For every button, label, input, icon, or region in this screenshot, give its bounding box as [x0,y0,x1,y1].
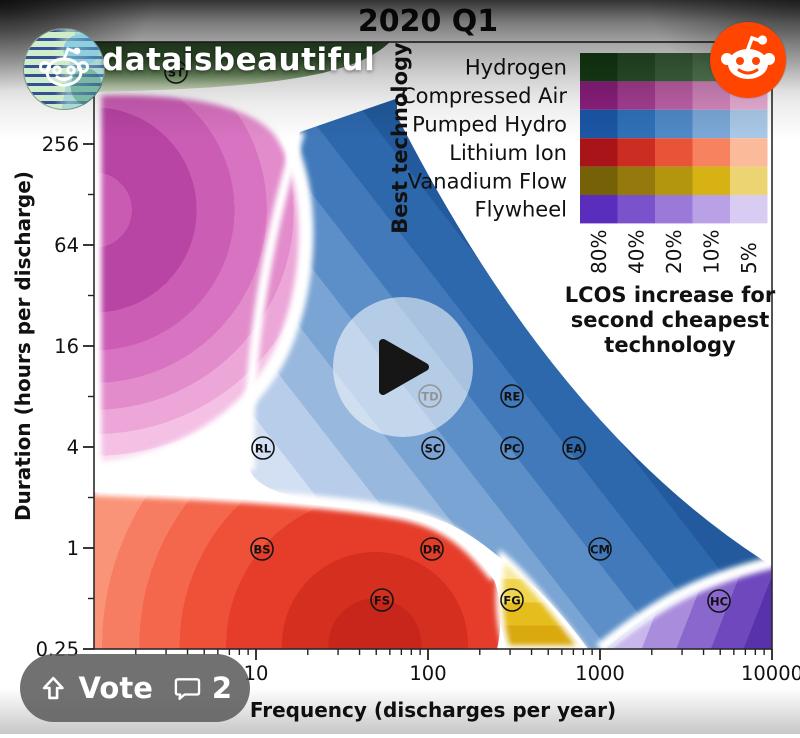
legend-swatch [730,166,768,195]
legend-caption-line1: LCOS increase for [565,283,776,307]
legend-percent-label: 10% [699,230,723,274]
region-lithium-ion [94,492,501,649]
legend-percent-label: 5% [737,242,761,274]
legend-swatch [580,138,618,167]
legend-swatch [580,81,618,110]
legend-percent-label: 80% [587,230,611,274]
data-point-circle [370,588,394,612]
legend-swatch [655,53,693,82]
legend-swatch [617,53,655,82]
data-point-label: FS [374,594,390,608]
y-tick-label: 4 [67,436,79,459]
region-flywheel [608,564,772,649]
data-point-circle [251,436,275,460]
legend-title: Best technology [388,42,412,234]
legend-caption-line2: second cheapest [571,308,770,332]
legend-swatch [692,166,730,195]
legend-swatch [730,138,768,167]
data-point-circle [421,436,445,460]
vote-pill: Vote 2 [20,654,250,722]
legend-swatch [655,195,693,224]
vote-button[interactable]: Vote [78,671,153,705]
play-icon [379,339,429,395]
legend-swatch [655,109,693,139]
data-point-label: EA [566,442,583,456]
y-tick-label: 256 [42,133,79,156]
data-point-label: HC [710,595,728,609]
legend-swatch [655,166,693,195]
data-point-circle [250,537,274,561]
legend-swatch [617,166,655,195]
legend-swatch [692,138,730,167]
data-point-label: RL [255,442,272,456]
legend-row-label: Lithium Ion [449,141,567,165]
reddit-snoo-icon [721,35,775,79]
legend-swatch [617,138,655,167]
reddit-logo-button[interactable] [710,22,786,98]
subreddit-name[interactable]: dataisbeautiful [102,42,376,78]
data-point-circle [500,384,524,408]
legend-swatch [580,195,618,224]
x-axis-ticks: 10 100 1000 10000 [135,649,800,685]
legend-row-label: Hydrogen [465,56,567,80]
data-point-circle [562,436,586,460]
gap-red [94,482,502,581]
y-axis-title: Duration (hours per discharge) [11,171,35,521]
legend-swatch [617,109,655,139]
region-pumped-hydro [249,94,772,649]
legend-percent-label: 40% [624,230,648,274]
data-point-label: FG [503,594,520,608]
subreddit-avatar[interactable] [23,28,105,110]
legend-row-label: Vanadium Flow [408,169,567,193]
x-axis-title: Frequency (discharges per year) [250,698,616,722]
x-tick-label: 1000 [575,662,625,685]
data-point-label: PC [504,442,521,456]
gap-purple [596,556,772,649]
y-tick-label: 16 [54,335,79,358]
legend-swatch [692,195,730,224]
legend-percent-label: 20% [662,230,686,274]
legend-swatch [580,53,618,82]
y-tick-label: 64 [54,234,79,257]
legend-swatch [617,195,655,224]
x-tick-label: 100 [409,662,446,685]
upvote-icon[interactable] [38,669,69,707]
chart-title: 2020 Q1 [358,4,498,39]
legend-swatch [692,109,730,139]
legend-swatch [655,81,693,110]
y-tick-label: 1 [67,537,79,560]
data-point-label: SC [425,442,442,456]
legend-swatch [617,81,655,110]
gap-pink-blue [244,130,305,471]
data-point-circle [500,588,524,612]
data-point-label: DR [423,543,442,557]
data-point-label: RE [504,390,521,404]
snoo-outline-icon [39,47,89,87]
x-tick-label: 10000 [741,662,800,685]
comment-count: 2 [211,671,232,705]
legend-swatch [580,166,618,195]
data-point-circle [588,537,612,561]
legend-caption-line3: technology [604,333,736,357]
legend-swatch [655,138,693,167]
comment-icon[interactable] [173,670,202,706]
legend-swatch [580,109,618,139]
data-point-circle [420,537,444,561]
legend-swatch [730,195,768,224]
data-point-label: BS [253,543,270,557]
data-point-circle [500,436,524,460]
legend-row-label: Pumped Hydro [412,113,567,137]
legend-swatch [730,109,768,139]
data-point-label: CM [590,543,610,557]
legend-row-label: Flywheel [474,198,567,222]
play-button[interactable] [333,297,473,437]
x-tick-label: 10 [244,662,269,685]
data-point-circle [707,589,731,613]
legend-row-label: Compressed Air [401,84,567,108]
